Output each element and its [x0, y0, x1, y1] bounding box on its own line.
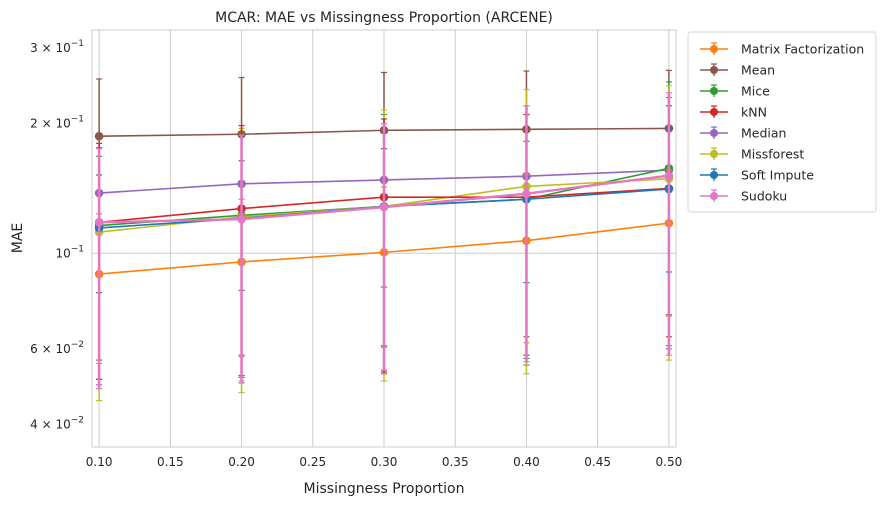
- y-tick-label: 4 × 10−2: [30, 416, 84, 432]
- x-tick-label: 0.30: [371, 455, 398, 469]
- x-tick-label: 0.25: [299, 455, 326, 469]
- series-layer: [94, 69, 674, 402]
- legend-marker: [710, 108, 718, 116]
- plot-frame: [91, 29, 677, 448]
- legend-label: Sudoku: [741, 189, 787, 204]
- legend-label: Missforest: [741, 147, 804, 162]
- x-tick-label: 0.45: [584, 455, 611, 469]
- legend-marker: [710, 171, 718, 179]
- legend-label: Median: [741, 126, 786, 141]
- data-point: [522, 189, 531, 199]
- legend-marker: [710, 45, 718, 53]
- data-point: [379, 202, 389, 212]
- y-tick-labels: 4 × 10−2 6 × 10−2 10−1 2 × 10−1 3 × 10−1: [30, 39, 84, 432]
- legend-label: Mice: [741, 84, 770, 99]
- legend-item: Median: [700, 126, 786, 141]
- y-tick-label: 3 × 10−1: [30, 39, 84, 55]
- legend-frame: [687, 31, 877, 213]
- legend-item: Soft Impute: [700, 168, 814, 183]
- x-tick-label: 0.40: [513, 455, 540, 469]
- data-point: [237, 214, 246, 224]
- y-tick-label: 10−1: [55, 244, 84, 260]
- chart-title: MCAR: MAE vs Missingness Proportion (ARC…: [215, 10, 553, 26]
- legend-marker: [710, 129, 718, 137]
- x-tick-label: 0.20: [228, 455, 255, 469]
- legend: Matrix Factorization Mean Mice kNN Median Mis…: [687, 31, 877, 213]
- y-tick-label: 6 × 10−2: [30, 340, 84, 356]
- data-point: [94, 218, 104, 227]
- legend-label: Mean: [741, 63, 775, 78]
- legend-item: Mean: [700, 63, 775, 78]
- x-axis-title: Missingness Proportion: [304, 481, 465, 497]
- legend-label: Soft Impute: [741, 168, 814, 183]
- legend-marker: [710, 66, 718, 74]
- legend-item: Missforest: [700, 147, 804, 162]
- legend-marker: [710, 87, 718, 95]
- y-tick-label: 2 × 10−1: [30, 115, 84, 131]
- legend-item: Mice: [700, 84, 770, 99]
- legend-label: kNN: [741, 105, 767, 120]
- x-tick-labels: 0.10 0.15 0.20 0.25 0.30 0.35 0.40 0.45 0.50: [86, 455, 682, 469]
- data-point: [94, 131, 104, 141]
- legend-marker: [710, 150, 718, 158]
- data-point: [664, 171, 674, 180]
- x-tick-label: 0.35: [442, 455, 469, 469]
- x-tick-label: 0.10: [86, 455, 113, 469]
- legend-item: Sudoku: [700, 189, 787, 204]
- legend-label: Matrix Factorization: [741, 42, 864, 57]
- legend-item: Matrix Factorization: [700, 42, 864, 57]
- legend-marker: [710, 192, 718, 200]
- y-axis-title: MAE: [10, 223, 26, 254]
- x-tick-label: 0.50: [656, 455, 683, 469]
- x-tick-label: 0.15: [157, 455, 184, 469]
- legend-item: kNN: [700, 105, 767, 120]
- series-sudoku: [94, 92, 674, 390]
